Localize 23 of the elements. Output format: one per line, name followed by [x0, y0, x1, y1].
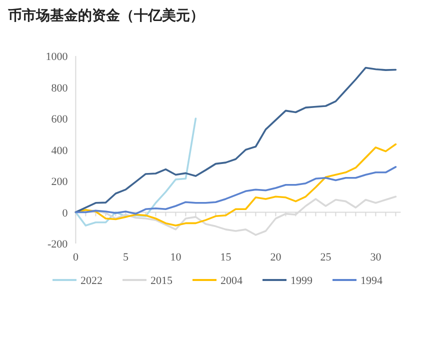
legend-label: 1994 [360, 275, 383, 287]
y-tick-label: 400 [51, 144, 68, 157]
x-tick-label: 0 [72, 252, 79, 264]
y-tick-label: 1000 [46, 51, 68, 63]
x-tick-label: 10 [170, 252, 182, 264]
line-series [74, 118, 197, 226]
x-tick-label: 5 [122, 252, 129, 264]
legend-label: 2015 [150, 275, 173, 287]
line-series [74, 66, 397, 214]
chart-title: 币市场基金的资金（十亿美元） [7, 7, 204, 24]
y-tick-label: 800 [51, 82, 68, 94]
x-tick-label: 30 [370, 252, 382, 264]
x-tick-label: 15 [220, 252, 232, 264]
y-tick-label: -200 [48, 238, 68, 250]
legend-label: 2022 [80, 275, 102, 287]
x-tick-label: 20 [270, 252, 282, 264]
y-tick-label: 0 [62, 207, 68, 220]
line-series [74, 166, 397, 215]
x-tick-label: 25 [320, 252, 332, 264]
y-tick-label: 200 [51, 176, 68, 188]
y-tick-label: 600 [51, 114, 68, 126]
legend-label: 1999 [290, 275, 313, 287]
legend-label: 2004 [220, 275, 243, 287]
